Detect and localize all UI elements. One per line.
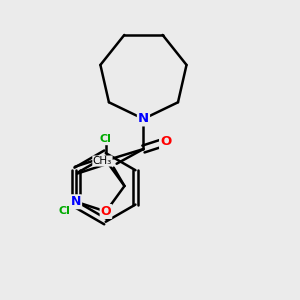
Text: O: O bbox=[100, 205, 111, 218]
Text: CH₃: CH₃ bbox=[93, 156, 112, 166]
Text: Cl: Cl bbox=[58, 206, 70, 216]
Text: N: N bbox=[138, 112, 149, 125]
Text: O: O bbox=[160, 135, 171, 148]
Text: N: N bbox=[71, 195, 81, 208]
Text: Cl: Cl bbox=[100, 134, 112, 144]
